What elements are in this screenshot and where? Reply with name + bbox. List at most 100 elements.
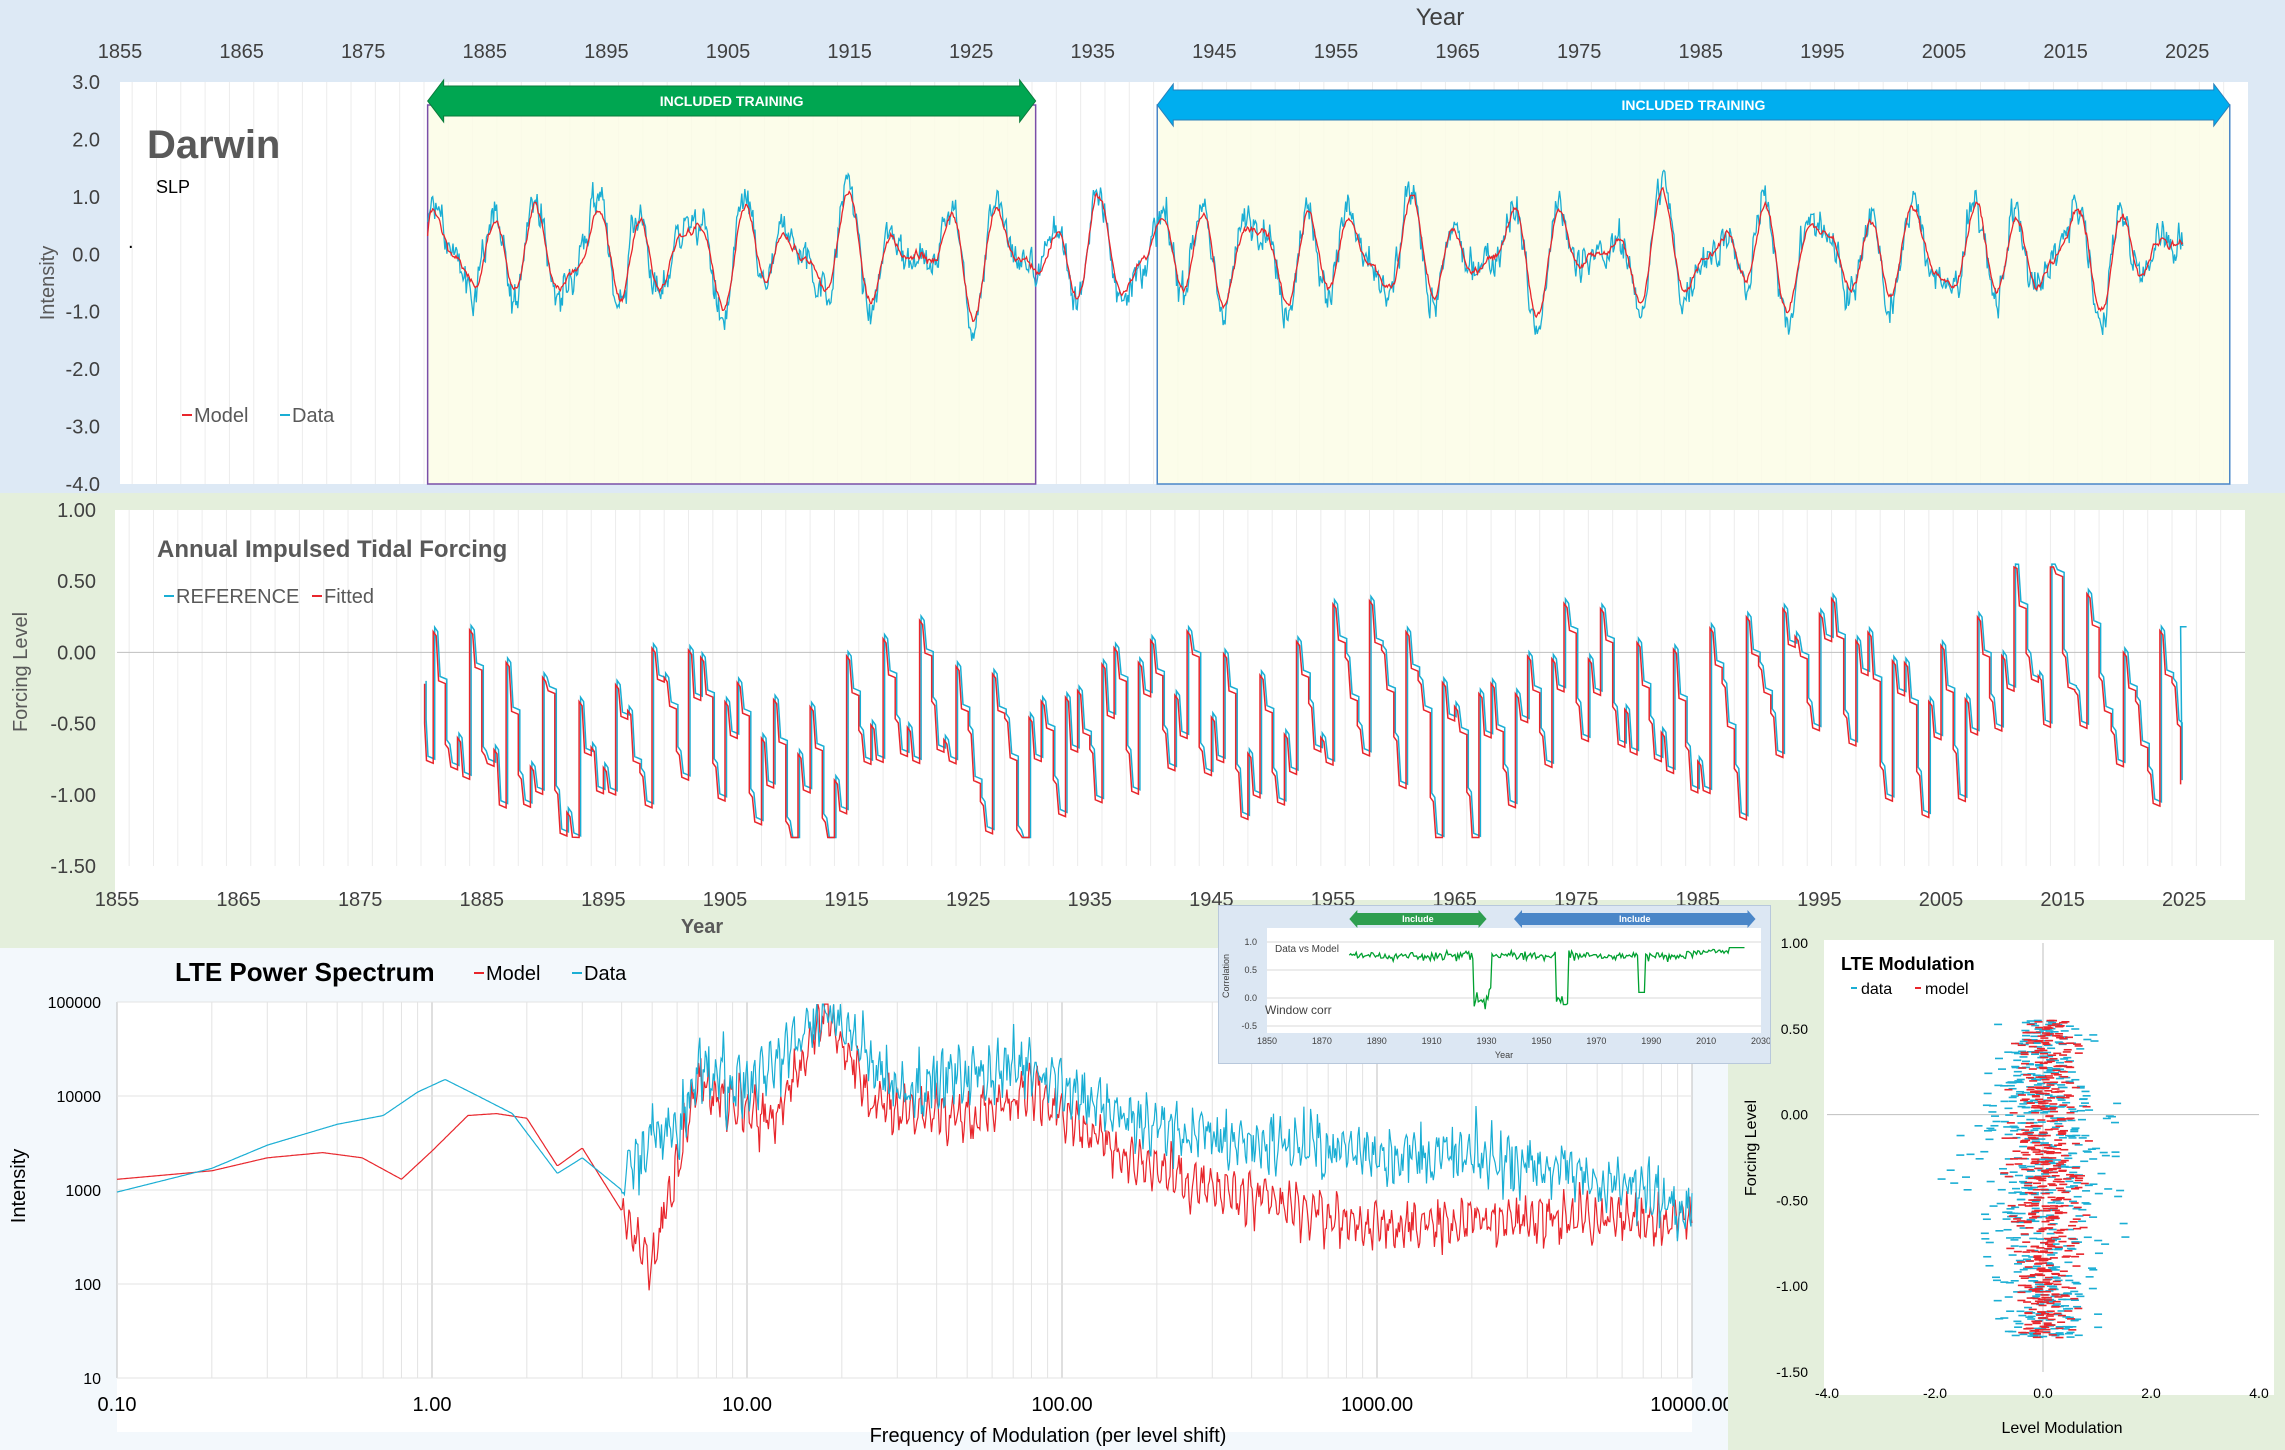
x-tick-label: 1915 <box>824 889 869 911</box>
forcing-title: Annual Impulsed Tidal Forcing <box>157 536 507 563</box>
y-tick-label: 10000 <box>57 1089 102 1106</box>
series-model-line <box>116 1003 1693 1291</box>
y-tick-label: -1.50 <box>1776 1364 1808 1380</box>
y-tick-label: -0.50 <box>1776 1192 1808 1208</box>
x-tick-label: 1875 <box>338 889 383 911</box>
x-tick-label: 2010 <box>1696 1036 1716 1046</box>
training-arrow <box>1156 82 2231 128</box>
y-tick-label: -2.0 <box>66 359 100 381</box>
window-corr-plot-area <box>1267 928 1761 1033</box>
x-tick-label: 1890 <box>1367 1036 1387 1046</box>
y-tick-label: -1.00 <box>50 785 96 807</box>
darwin-legend: Model Data <box>182 405 335 427</box>
y-tick-label: 0.50 <box>1781 1021 1808 1037</box>
y-tick-label: 100 <box>74 1277 101 1294</box>
spectrum-legend: Model Data <box>474 963 627 985</box>
training-region <box>426 104 1037 485</box>
x-tick-label: 1915 <box>827 41 872 63</box>
x-tick-label: 1855 <box>95 889 140 911</box>
x-tick-label: 10000.00 <box>1650 1394 1728 1416</box>
y-tick-label: 0.0 <box>72 244 100 266</box>
x-tick-label: 1885 <box>463 41 508 63</box>
window-xlabel: Year <box>1495 1050 1513 1060</box>
legend-fitted-label: Fitted <box>324 586 374 608</box>
modulation-ylabel: Forcing Level <box>1743 1100 1760 1196</box>
legend-data-label: data <box>1861 981 1892 998</box>
x-tick-label: 2025 <box>2162 889 2207 911</box>
x-tick-label: 1895 <box>584 41 629 63</box>
y-tick-label: 1.00 <box>1781 935 1808 951</box>
y-tick-label: 1.00 <box>57 500 96 522</box>
x-tick-label: 4.0 <box>2249 1385 2269 1401</box>
y-tick-label: 10 <box>83 1371 101 1388</box>
x-tick-label: 1970 <box>1586 1036 1606 1046</box>
x-tick-label: 1990 <box>1641 1036 1661 1046</box>
x-tick-label: 2015 <box>2043 41 2088 63</box>
legend-reference-label: REFERENCE <box>176 586 299 608</box>
spectrum-xlabel: Frequency of Modulation (per level shift… <box>870 1425 1227 1447</box>
y-tick-label: 0.00 <box>57 642 96 664</box>
y-tick-label: 0.00 <box>1781 1107 1808 1123</box>
x-tick-label: 1925 <box>946 889 991 911</box>
modulation-xlabel: Level Modulation <box>2002 1420 2123 1437</box>
x-tick-label: 1965 <box>1435 41 1480 63</box>
y-tick-label: 0.0 <box>1244 993 1257 1003</box>
x-tick-label: -4.0 <box>1815 1385 1839 1401</box>
window-corr-label: Window corr <box>1265 1003 1332 1017</box>
x-tick-label: 1935 <box>1071 41 1116 63</box>
window-ylabel: Correlation <box>1221 954 1231 998</box>
series-data-line <box>116 1003 1693 1242</box>
x-tick-label: 1855 <box>98 41 143 63</box>
x-tick-label: 1995 <box>1797 889 1842 911</box>
x-tick-label: 2030 <box>1751 1036 1770 1046</box>
modulation-legend: data model <box>1851 981 1969 998</box>
training-arrow <box>427 78 1037 124</box>
series-fitted-line <box>423 565 2182 839</box>
training-label: INCLUDED TRAINING <box>660 93 804 109</box>
x-tick-label: 1870 <box>1312 1036 1332 1046</box>
series-data-line <box>426 169 2184 341</box>
darwin-axis-title-top: Year <box>1416 4 1465 31</box>
include-label: Include <box>1402 914 1434 924</box>
y-tick-label: -1.0 <box>66 302 100 324</box>
legend-data-label: Data <box>584 963 627 985</box>
x-tick-label: -2.0 <box>1923 1385 1947 1401</box>
modulation-title: LTE Modulation <box>1841 954 1975 974</box>
x-tick-label: 2025 <box>2165 41 2210 63</box>
y-tick-label: 100000 <box>48 995 101 1012</box>
x-tick-label: 1925 <box>949 41 994 63</box>
y-tick-label: 3.0 <box>72 72 100 94</box>
spectrum-title: LTE Power Spectrum <box>175 957 435 987</box>
legend-model-label: Model <box>486 963 540 985</box>
x-tick-label: 1950 <box>1531 1036 1551 1046</box>
darwin-chart-panel: INCLUDED TRAINING INCLUDED TRAINING 1855 1… <box>0 0 2285 493</box>
x-tick-label: 1000.00 <box>1341 1394 1413 1416</box>
y-tick-label: -3.0 <box>66 417 100 439</box>
include-arrow <box>1349 910 1487 928</box>
y-tick-label: -0.50 <box>50 714 96 736</box>
x-tick-label: 1875 <box>341 41 386 63</box>
darwin-title: Darwin <box>147 123 280 167</box>
x-tick-label: 1955 <box>1314 41 1359 63</box>
x-tick-label: 0.10 <box>98 1394 137 1416</box>
y-tick-label: -0.5 <box>1241 1021 1257 1031</box>
include-label: Include <box>1619 914 1651 924</box>
series-model-line <box>426 186 2184 323</box>
x-tick-label: 2015 <box>2040 889 2085 911</box>
darwin-dot: . <box>128 231 134 253</box>
window-corr-inset: Include Include 1850 1870 1890 1910 1930 1950 1… <box>1218 905 1771 1064</box>
y-tick-label: 0.50 <box>57 571 96 593</box>
x-tick-label: 1910 <box>1422 1036 1442 1046</box>
y-tick-label: -4.0 <box>66 474 100 493</box>
forcing-ylabel: Forcing Level <box>10 612 32 732</box>
forcing-chart: 1855 1865 1875 1885 1895 1905 1915 1925 1935 1945… <box>10 500 2245 938</box>
legend-model-label: Model <box>194 405 248 427</box>
y-tick-label: 1.0 <box>72 187 100 209</box>
x-tick-label: 100.00 <box>1031 1394 1092 1416</box>
legend-model-label: model <box>1925 981 1969 998</box>
training-region <box>1156 104 2231 485</box>
x-tick-label: 1945 <box>1192 41 1237 63</box>
y-tick-label: -1.00 <box>1776 1278 1808 1294</box>
x-tick-label: 1905 <box>706 41 751 63</box>
x-tick-label: 1930 <box>1477 1036 1497 1046</box>
